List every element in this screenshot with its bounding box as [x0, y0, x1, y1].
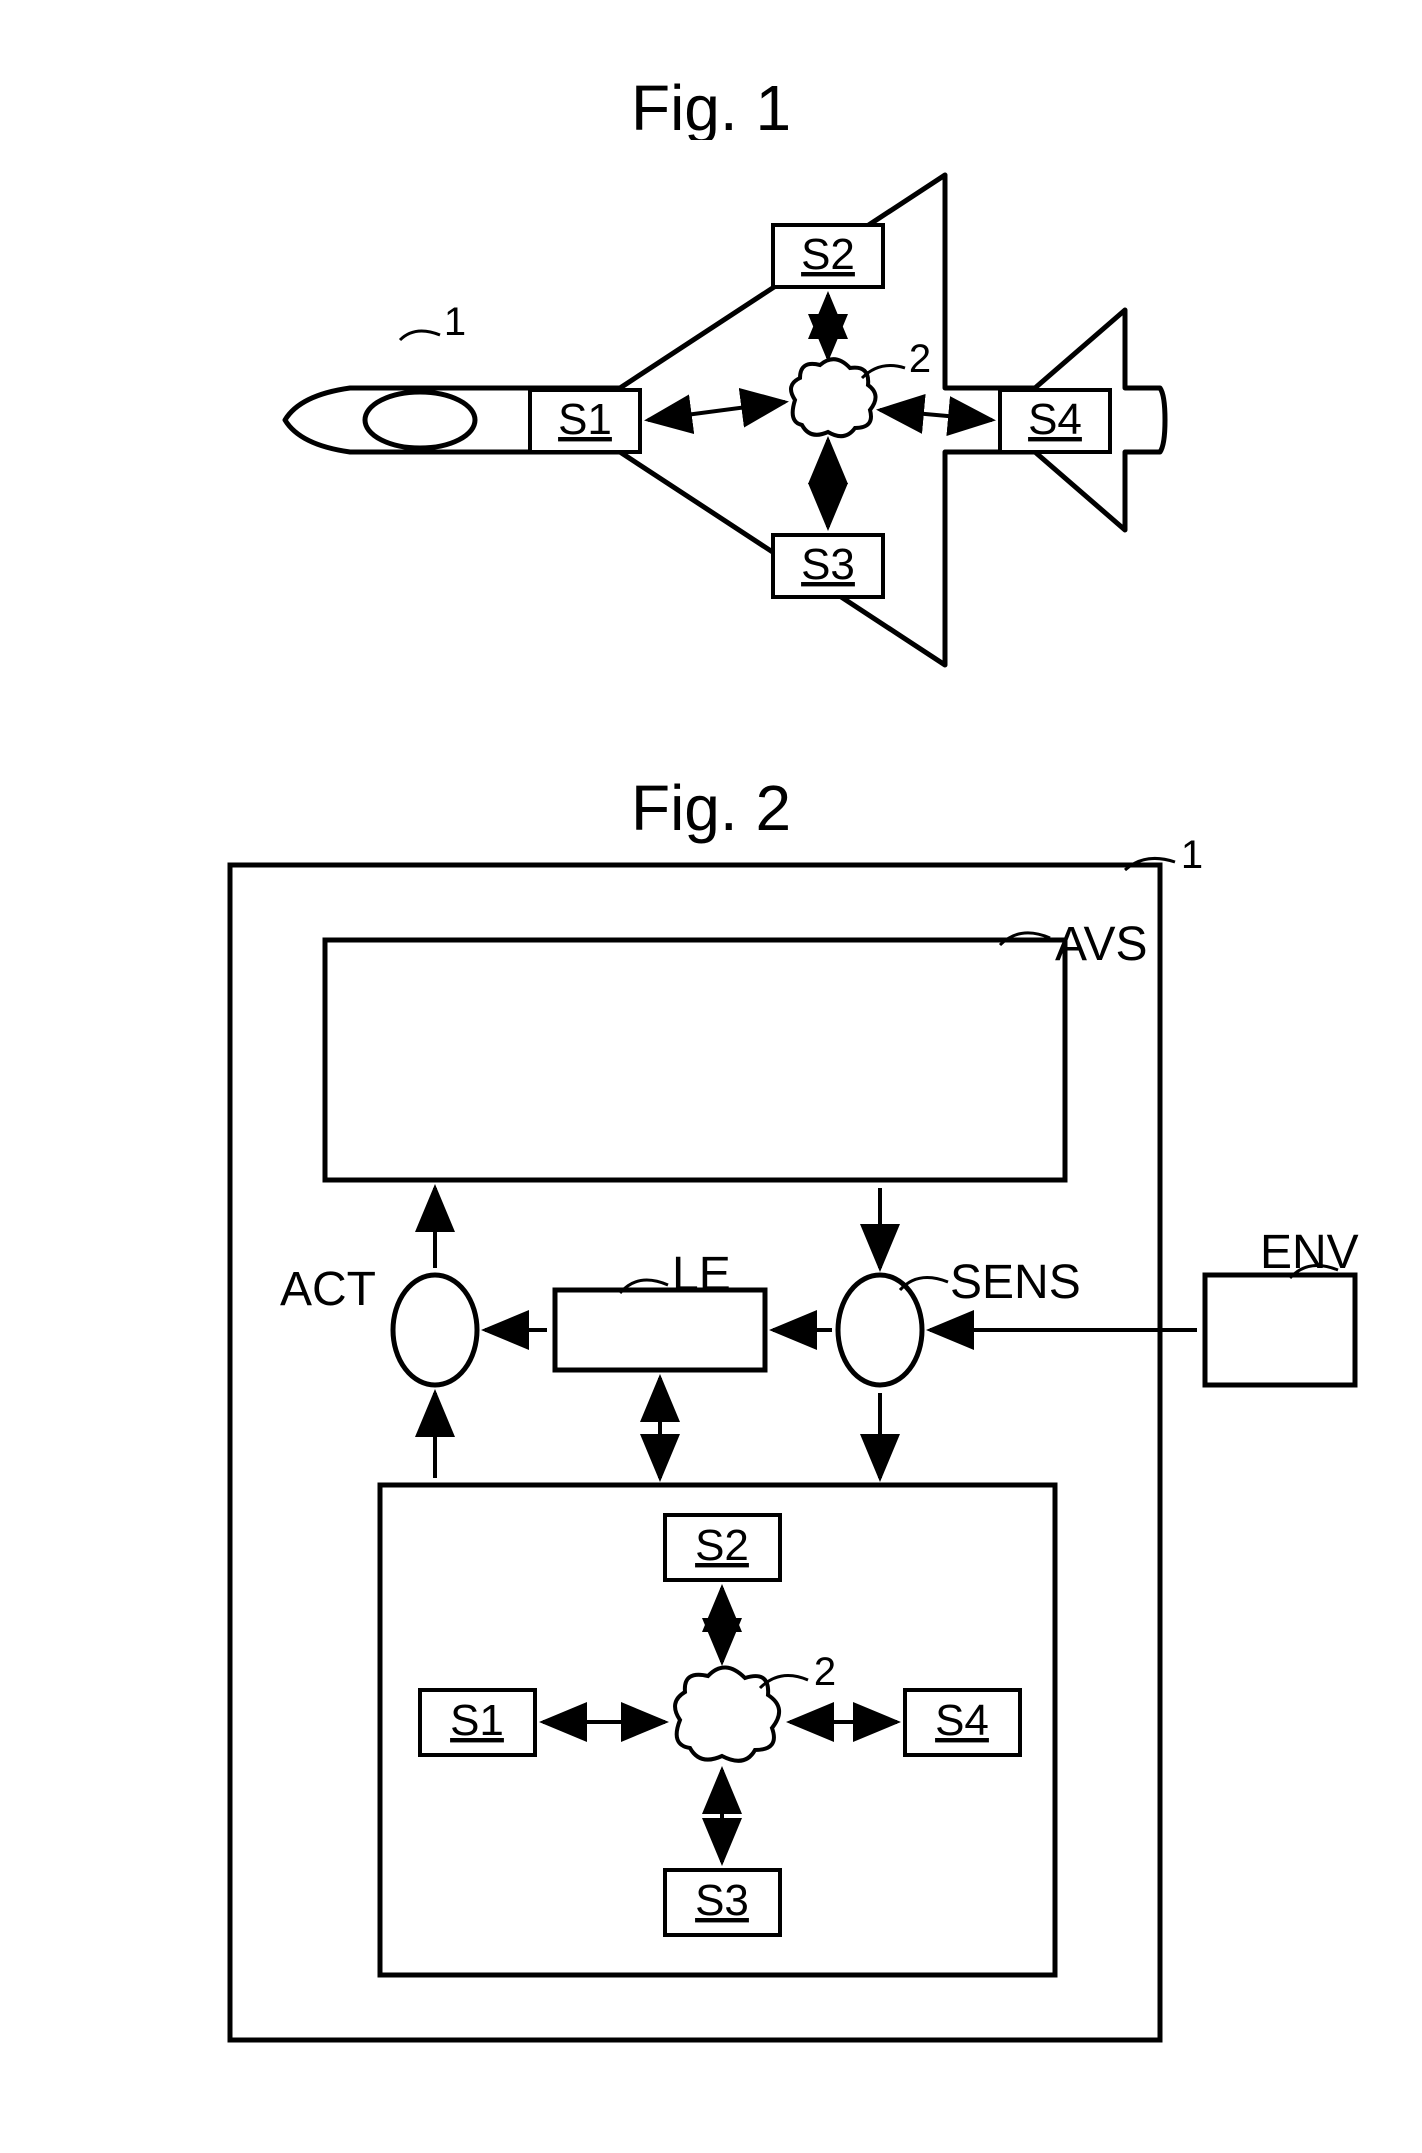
fig2-env-label: ENV — [1260, 1226, 1359, 1279]
fig2-le-box — [555, 1290, 765, 1370]
fig2-s3-label: S3 — [695, 1876, 749, 1925]
fig1-cloud — [791, 359, 876, 436]
figure-2: Fig. 2 1 AVS ENV ACT LE SENS — [230, 772, 1359, 2040]
fig2-cloud — [675, 1667, 779, 1760]
fig2-ref1-label: 1 — [1181, 833, 1203, 877]
fig1-s3-label: S3 — [801, 540, 855, 589]
fig2-s1-label: S1 — [450, 1696, 504, 1745]
fig1-ref1-label: 1 — [444, 300, 466, 344]
fig2-sens-ellipse — [838, 1275, 922, 1385]
fig1-s1-label: S1 — [558, 395, 612, 444]
fig2-title: Fig. 2 — [631, 772, 791, 844]
diagram-canvas: Fig. 1 1 2 S1 S2 — [0, 0, 1422, 2153]
fig2-avs-box — [325, 940, 1065, 1180]
fig2-s2-label: S2 — [695, 1521, 749, 1570]
fig2-le-label: LE — [672, 1248, 731, 1301]
fig2-env-box — [1205, 1275, 1355, 1385]
fig2-act-label: ACT — [280, 1263, 376, 1316]
fig1-s2-label: S2 — [801, 230, 855, 279]
fig2-sens-label: SENS — [950, 1256, 1081, 1309]
fig1-ref2-label: 2 — [909, 337, 931, 381]
fig2-act-ellipse — [393, 1275, 477, 1385]
fig1-title: Fig. 1 — [631, 72, 791, 144]
fig2-s4-label: S4 — [935, 1696, 989, 1745]
fig2-ref2-label: 2 — [814, 1650, 836, 1694]
fig1-s4-label: S4 — [1028, 395, 1082, 444]
fig2-avs-label: AVS — [1055, 918, 1147, 971]
figure-1: Fig. 1 1 2 S1 S2 — [200, 72, 1250, 720]
